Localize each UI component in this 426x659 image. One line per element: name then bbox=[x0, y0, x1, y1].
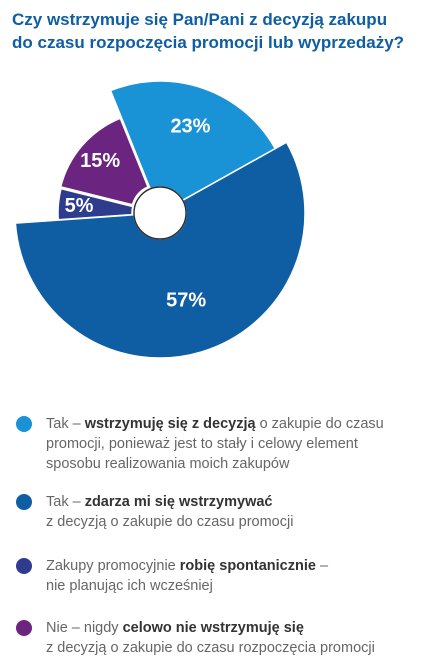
legend-1-suffix: o zakupie do czasu bbox=[255, 416, 384, 432]
chart-title: Czy wstrzymuje się Pan/Pani z decyzją za… bbox=[12, 8, 422, 54]
legend-1-line-3: sposobu realizowania moich zakupów bbox=[46, 456, 290, 472]
legend-4-line-1: Nie – nigdy celowo nie wstrzymuję się bbox=[46, 618, 416, 638]
legend-4-prefix: Nie – nigdy bbox=[46, 620, 123, 636]
legend-2-prefix: Tak – bbox=[46, 494, 85, 510]
legend-text-2: Tak – zdarza mi się wstrzymywać z decyzj… bbox=[46, 492, 416, 532]
legend-3-line-2: nie planując ich wcześniej bbox=[46, 578, 213, 594]
legend-4-line-2: z decyzją o zakupie do czasu rozpoczęcia… bbox=[46, 640, 375, 656]
legend-marker-3 bbox=[16, 558, 32, 574]
slice-label-2: 57% bbox=[166, 290, 206, 312]
legend-1-prefix: Tak – bbox=[46, 416, 85, 432]
legend-text-1: Tak – wstrzymuję się z decyzją o zakupie… bbox=[46, 414, 416, 474]
legend-text-3: Zakupy promocyjnie robię spontanicznie –… bbox=[46, 556, 416, 596]
legend-1-line-1: Tak – wstrzymuję się z decyzją o zakupie… bbox=[46, 414, 416, 434]
legend-3-suffix: – bbox=[315, 558, 329, 574]
donut-chart: 23% 57% 5% 15% bbox=[14, 80, 306, 359]
chart-title-line-2: do czasu rozpoczęcia promocji lub wyprze… bbox=[12, 33, 405, 52]
legend-marker-2 bbox=[16, 494, 32, 510]
chart-title-line-1: Czy wstrzymuje się Pan/Pani z decyzją za… bbox=[12, 10, 388, 29]
legend-1-emphasis: wstrzymuję się z decyzją bbox=[84, 416, 256, 432]
slice-label-4: 15% bbox=[80, 150, 120, 172]
legend-2-line-2: z decyzją o zakupie do czasu promocji bbox=[46, 514, 294, 530]
legend-3-emphasis: robię spontanicznie bbox=[179, 558, 316, 574]
pie-slice-3 bbox=[57, 187, 134, 221]
slice-label-3: 5% bbox=[65, 195, 94, 217]
legend-3-line-1: Zakupy promocyjnie robię spontanicznie – bbox=[46, 556, 416, 576]
legend-text-4: Nie – nigdy celowo nie wstrzymuję się z … bbox=[46, 618, 416, 658]
slice-label-1: 23% bbox=[170, 115, 210, 137]
legend-marker-4 bbox=[16, 620, 32, 636]
legend-1-line-2: promocji, ponieważ jest to stały i celow… bbox=[46, 436, 358, 452]
legend-4-emphasis: celowo nie wstrzymuję się bbox=[122, 620, 304, 636]
pie-slice-4 bbox=[59, 117, 149, 206]
legend-3-prefix: Zakupy promocyjnie bbox=[46, 558, 180, 574]
donut-center-hole bbox=[133, 186, 187, 240]
legend-2-emphasis: zdarza mi się wstrzymywać bbox=[84, 494, 273, 510]
legend-marker-1 bbox=[16, 416, 32, 432]
legend-2-line-1: Tak – zdarza mi się wstrzymywać bbox=[46, 492, 416, 512]
